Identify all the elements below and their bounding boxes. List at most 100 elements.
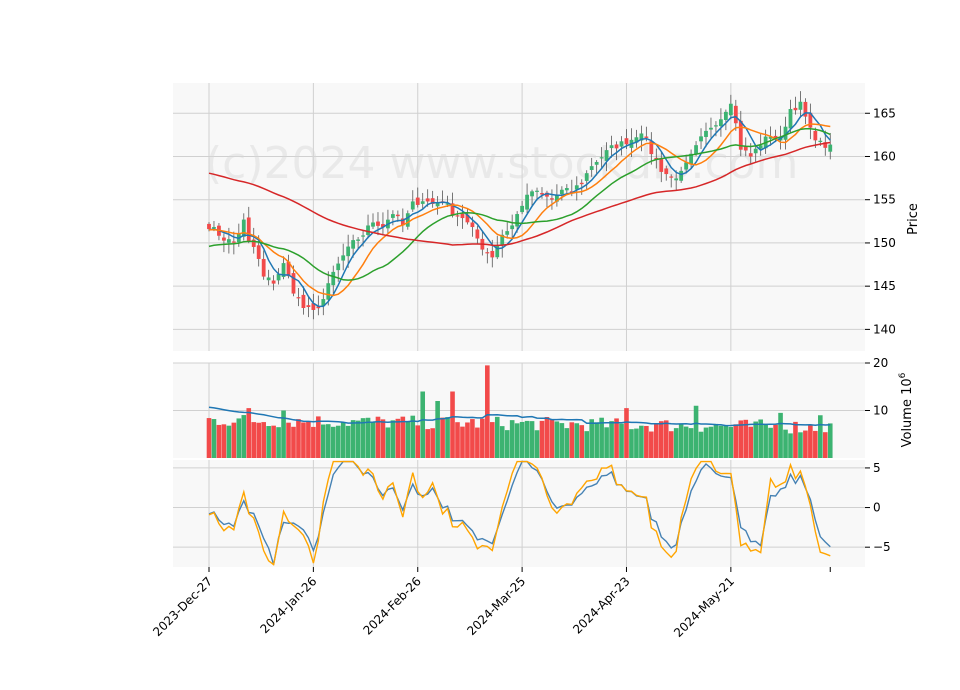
candle-body xyxy=(207,223,211,230)
volume-bar xyxy=(460,426,465,458)
candle-body xyxy=(256,245,261,259)
volume-bar xyxy=(266,426,271,458)
volume-bar xyxy=(758,419,763,458)
volume-bar xyxy=(668,431,674,458)
volume-bar xyxy=(813,430,818,458)
moving-average-line xyxy=(208,123,831,297)
candle-body xyxy=(783,126,788,140)
candle-body xyxy=(743,146,748,151)
candle-body xyxy=(719,119,723,127)
volume-bar xyxy=(281,410,286,458)
candle-body xyxy=(251,239,256,247)
price-tick-label: 140 xyxy=(873,322,896,336)
volume-tick-label: 10 xyxy=(873,404,888,418)
volume-bar xyxy=(340,422,346,458)
candle-body xyxy=(639,133,644,141)
volume-bar xyxy=(723,425,729,458)
candle-body xyxy=(788,109,793,129)
candle-body xyxy=(604,150,609,161)
volume-bar xyxy=(226,425,232,458)
x-tick-label: 2024-Jan-26 xyxy=(258,574,320,636)
volume-bar xyxy=(778,412,783,458)
volume-bar xyxy=(504,430,510,458)
volume-panel: 10 20 Volume 106 xyxy=(173,356,915,458)
volume-bar xyxy=(529,421,535,458)
candle-body xyxy=(589,166,594,170)
candle-body xyxy=(435,202,440,207)
volume-bar xyxy=(539,420,545,458)
volume-bar xyxy=(644,425,649,458)
moving-average-line xyxy=(208,141,831,247)
candle-body xyxy=(733,105,738,124)
candle-body xyxy=(366,225,370,235)
volume-bar xyxy=(276,427,281,458)
volume-bar xyxy=(296,419,301,458)
volume-bar xyxy=(803,430,808,458)
candle-body xyxy=(475,229,480,239)
price-axis-label: Price xyxy=(906,203,921,235)
volume-bar xyxy=(370,421,376,458)
candle-body xyxy=(609,145,614,149)
candle-body xyxy=(723,111,728,120)
price-moving-averages xyxy=(208,112,831,308)
volume-bar xyxy=(395,418,401,458)
volume-bar xyxy=(291,426,296,458)
price-tick-label: 145 xyxy=(873,279,896,293)
volume-bar xyxy=(206,418,212,458)
volume-bar xyxy=(306,421,311,458)
volume-bar xyxy=(325,424,331,458)
volume-bar xyxy=(698,431,704,458)
candle-body xyxy=(361,235,365,237)
candle-body xyxy=(291,273,296,294)
volume-bar xyxy=(604,427,609,458)
candle-body xyxy=(405,213,410,227)
price-tick-label: 150 xyxy=(873,236,896,250)
volume-axis-label: Volume 106 xyxy=(898,372,915,447)
candle-body xyxy=(266,277,271,281)
volume-bar xyxy=(435,401,440,458)
volume-bar xyxy=(808,424,813,458)
candle-body xyxy=(535,190,539,192)
candle-body xyxy=(624,138,629,145)
volume-bar xyxy=(385,427,391,458)
candle-body xyxy=(564,188,569,191)
candle-body xyxy=(828,144,833,152)
volume-bar xyxy=(415,425,421,458)
volume-bar xyxy=(236,418,242,458)
candle-body xyxy=(286,261,291,277)
candle-body xyxy=(599,157,604,159)
candle-body xyxy=(222,237,226,241)
volume-bar xyxy=(609,421,614,458)
candle-body xyxy=(231,241,236,243)
candle-body xyxy=(579,182,584,185)
candle-body xyxy=(450,203,455,216)
volume-bar xyxy=(589,419,594,458)
candle-body xyxy=(500,234,505,246)
candle-body xyxy=(704,130,708,137)
volume-bar xyxy=(246,408,252,458)
candle-body xyxy=(390,214,395,218)
volume-bar xyxy=(793,421,798,458)
volume-bars xyxy=(206,365,833,458)
candle-body xyxy=(420,201,425,204)
candle-body xyxy=(659,159,664,172)
volume-bar xyxy=(549,419,555,458)
volume-bar xyxy=(594,422,599,458)
volume-bar xyxy=(271,425,276,458)
candle-body xyxy=(415,197,420,205)
candle-body xyxy=(709,127,713,130)
volume-bar xyxy=(574,423,580,458)
candle-body xyxy=(569,191,574,193)
candle-body xyxy=(400,218,405,226)
candle-body xyxy=(540,193,544,195)
volume-bar xyxy=(360,418,366,458)
volume-y-ticks: 10 20 xyxy=(865,356,888,418)
candle-body xyxy=(212,227,216,229)
volume-bar xyxy=(768,427,773,458)
candle-body xyxy=(793,107,798,111)
volume-moving-average xyxy=(208,406,831,427)
price-panel: (c)2024 www.stockdio.com 140 145 150 155 160… xyxy=(173,83,921,351)
volume-bar xyxy=(350,420,356,458)
candle-body xyxy=(823,142,828,148)
candle-body xyxy=(684,162,689,170)
